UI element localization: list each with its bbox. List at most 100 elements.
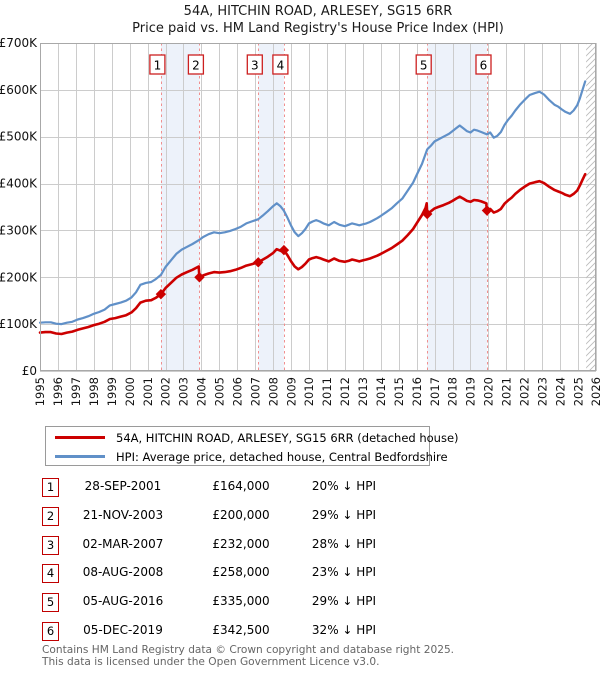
x-axis-tick-label: 2007 (248, 377, 262, 406)
x-axis-tick-label: 2026 (589, 377, 600, 406)
transaction-row: 5 05-AUG-2016 £335,000 29% ↓ HPI (0, 593, 600, 615)
x-axis-tick-label: 1998 (87, 377, 101, 406)
x-axis-tick-label: 2013 (356, 377, 370, 406)
sale-point-diamond (481, 205, 493, 216)
marker-number: 6 (480, 59, 488, 73)
transaction-number-box: 2 (42, 506, 59, 526)
marker-number: 5 (420, 59, 428, 73)
transaction-vs-hpi: 20% ↓ HPI (311, 479, 377, 493)
transaction-number-box: 4 (42, 564, 59, 584)
x-axis-tick-label: 2021 (500, 377, 514, 406)
transaction-price: £342,500 (212, 623, 270, 637)
footer-line-licence: This data is licensed under the Open Gov… (42, 655, 380, 668)
future-hatch-region (586, 43, 596, 371)
marker-number-box (187, 54, 205, 75)
marker-number-box (415, 54, 432, 75)
transaction-date: 05-AUG-2016 (82, 594, 164, 609)
y-axis-tick-label: £0 (22, 364, 37, 378)
transaction-date: 05-DEC-2019 (83, 623, 163, 637)
y-axis-tick-label: £600K (0, 83, 38, 97)
transaction-price: £258,000 (212, 565, 270, 580)
x-axis-tick-label: 1999 (105, 377, 119, 406)
x-axis-tick-label: 2019 (464, 377, 478, 406)
sale-point-diamond (278, 244, 290, 256)
x-axis-tick-label: 2023 (535, 377, 549, 406)
marker-number-box (246, 54, 263, 75)
x-axis-tick-label: 2005 (213, 377, 227, 406)
x-axis-tick-label: 2024 (553, 377, 567, 406)
x-axis-tick-label: 2015 (392, 377, 406, 406)
legend-row-hpi: HPI: Average price, detached house, Cent… (46, 448, 448, 465)
marker-number: 3 (251, 59, 259, 73)
x-axis-tick-label: 2000 (123, 377, 137, 406)
chart-canvas: 1 2 3 4 5 6 £0 £100K £200K £300K £400K £500K £600K £7… (0, 0, 600, 425)
legend-row-price-paid: 54A, HITCHIN ROAD, ARLESEY, SG15 6RR (de… (46, 429, 459, 446)
transaction-vs-hpi: 28% ↓ HPI (311, 536, 377, 551)
price-paid-line-swatch (55, 436, 105, 439)
x-axis-tick-label: 2017 (428, 377, 442, 406)
marker-number-box (272, 54, 289, 75)
chart-title-subtitle: Price paid vs. HM Land Registry's House … (132, 21, 504, 36)
marker-number-box (475, 54, 492, 75)
transaction-row: 3 02-MAR-2007 £232,000 28% ↓ HPI (0, 535, 600, 558)
series-line (38, 80, 587, 326)
x-axis-tick-label: 2009 (284, 377, 298, 406)
ownership-band (160, 43, 200, 371)
marker-number: 1 (154, 59, 162, 73)
y-axis-tick-label: £300K (0, 223, 38, 237)
price-history-chart: 1 2 3 4 5 6 £0 £100K £200K £300K £400K £500K £600K £7… (0, 0, 600, 425)
marker-number: 2 (192, 59, 200, 73)
transaction-date: 28-SEP-2001 (84, 479, 162, 493)
x-axis-tick-label: 2011 (320, 377, 334, 406)
x-axis-tick-label: 1995 (33, 377, 47, 406)
y-axis-tick-label: £700K (0, 36, 38, 50)
y-axis-tick-label: £200K (0, 270, 38, 284)
footer-line-copyright: Contains HM Land Registry data © Crown c… (42, 644, 455, 656)
transaction-row: 2 21-NOV-2003 £200,000 29% ↓ HPI (0, 506, 600, 529)
series-line (38, 172, 587, 336)
x-axis-tick-label: 2004 (195, 377, 209, 406)
transaction-number-box: 6 (42, 622, 59, 641)
chart-title-address: 54A, HITCHIN ROAD, ARLESEY, SG15 6RR (183, 4, 453, 19)
hpi-line-swatch (55, 455, 105, 458)
transaction-number-box: 5 (42, 593, 59, 613)
transaction-number-box: 1 (42, 478, 59, 497)
x-axis-tick-label: 1996 (51, 377, 65, 406)
sale-point-diamond (253, 257, 264, 268)
transaction-price: £200,000 (212, 507, 270, 522)
x-axis-tick-label: 1997 (69, 377, 83, 406)
transaction-price: £232,000 (212, 536, 270, 551)
license-footer: Contains HM Land Registry data © Crown c… (42, 644, 455, 668)
x-axis-tick-label: 2008 (266, 377, 280, 406)
x-axis-tick-label: 2016 (410, 377, 424, 406)
transaction-vs-hpi: 23% ↓ HPI (311, 565, 377, 580)
transaction-vs-hpi: 29% ↓ HPI (311, 594, 377, 609)
y-axis-tick-label: £100K (0, 317, 38, 331)
transaction-number-box: 3 (42, 535, 59, 555)
sale-point-diamond (194, 272, 205, 283)
x-axis-tick-label: 2020 (482, 377, 496, 406)
plot-border (40, 43, 596, 371)
x-axis-tick-label: 2022 (518, 377, 532, 406)
legend-label-hpi: HPI: Average price, detached house, Cent… (116, 449, 448, 464)
x-axis-tick-label: 2025 (571, 377, 585, 406)
x-axis-tick-label: 2001 (141, 377, 155, 406)
x-axis-tick-label: 2002 (159, 377, 173, 406)
transaction-vs-hpi: 29% ↓ HPI (311, 507, 377, 522)
chart-legend: 54A, HITCHIN ROAD, ARLESEY, SG15 6RR (de… (45, 426, 459, 466)
chart-background (0, 0, 600, 425)
x-axis-tick-label: 2018 (446, 377, 460, 406)
transaction-row: 1 28-SEP-2001 £164,000 20% ↓ HPI (0, 478, 600, 500)
x-axis-tick-label: 2012 (338, 377, 352, 406)
transaction-vs-hpi: 32% ↓ HPI (311, 623, 377, 637)
legend-label-price-paid: 54A, HITCHIN ROAD, ARLESEY, SG15 6RR (de… (116, 430, 459, 445)
marker-number-box (149, 54, 166, 75)
transaction-date: 21-NOV-2003 (82, 507, 164, 522)
transaction-row: 6 05-DEC-2019 £342,500 32% ↓ HPI (0, 622, 600, 644)
transaction-price: £335,000 (212, 594, 270, 609)
x-axis-tick-label: 2003 (177, 377, 191, 406)
transaction-price: £164,000 (212, 479, 270, 493)
sale-point-diamond (155, 288, 167, 300)
x-axis-tick-label: 2006 (231, 377, 245, 406)
x-axis-tick-label: 2014 (374, 377, 388, 406)
